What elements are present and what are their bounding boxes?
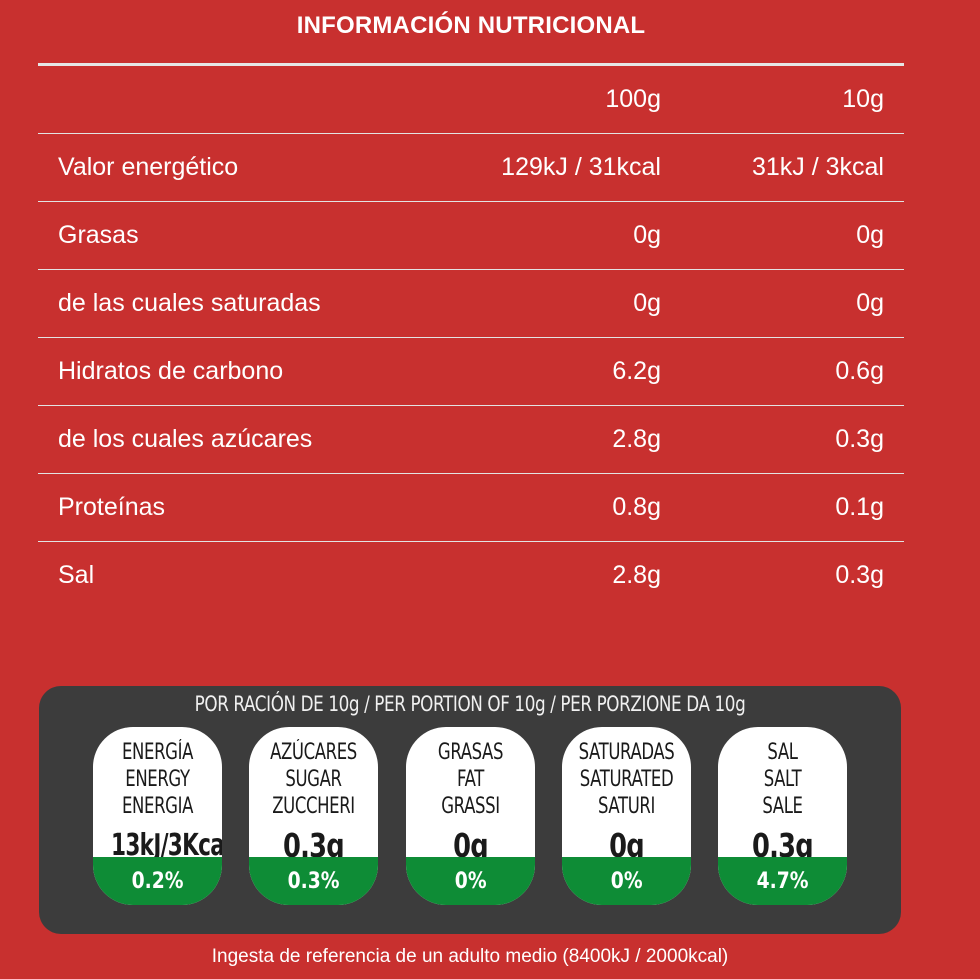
- row-per100: 0g: [633, 221, 661, 249]
- badge-line: SUGAR: [285, 767, 342, 792]
- table-row: Grasas 0g 0g: [38, 202, 904, 270]
- table-row: Proteínas 0.8g 0.1g: [38, 474, 904, 542]
- row-label: de los cuales azúcares: [58, 425, 313, 453]
- row-per100: 2.8g: [612, 425, 661, 453]
- table-row: Valor energético 129kJ / 31kcal 31kJ / 3…: [38, 134, 904, 202]
- table-row: de las cuales saturadas 0g 0g: [38, 270, 904, 338]
- badge-percent-text: 4.7%: [756, 869, 809, 894]
- row-per10: 0.1g: [835, 493, 884, 521]
- badge-name: SAL SALT SALE: [734, 739, 831, 820]
- row-per100: 2.8g: [612, 561, 661, 589]
- row-label: Hidratos de carbono: [58, 357, 284, 385]
- badge-name: ENERGÍA ENERGY ENERGIA: [109, 739, 206, 820]
- badge-percent-text: 0.3%: [287, 869, 340, 894]
- salt-badge: SAL SALT SALE 0.3g 4.7%: [718, 727, 847, 905]
- row-label: Grasas: [58, 221, 139, 249]
- badge-line: AZÚCARES: [270, 740, 357, 765]
- row-label: Proteínas: [58, 493, 166, 521]
- row-per100: 6.2g: [612, 357, 661, 385]
- badge-line: SALT: [763, 767, 802, 792]
- row-per10: 0g: [856, 221, 884, 249]
- badge-percent: 0.3%: [249, 857, 378, 905]
- table-header-row: 100g 10g: [38, 66, 904, 134]
- badge-percent: 0.2%: [93, 857, 222, 905]
- row-per100: 0.8g: [612, 493, 661, 521]
- row-label: Valor energético: [58, 153, 239, 181]
- row-per10: 0.6g: [835, 357, 884, 385]
- header-10g: 10g: [842, 85, 884, 113]
- fat-badge: GRASAS FAT GRASSI 0g 0%: [406, 727, 535, 905]
- table-row: Sal 2.8g 0.3g: [38, 542, 904, 609]
- header-100g: 100g: [605, 85, 661, 113]
- badge-name: AZÚCARES SUGAR ZUCCHERI: [265, 739, 362, 820]
- row-per10: 0.3g: [835, 425, 884, 453]
- front-of-pack-panel: POR RACIÓN DE 10g / PER PORTION OF 10g /…: [39, 686, 901, 934]
- badge-line: SALE: [762, 794, 803, 819]
- badge-percent: 0%: [562, 857, 691, 905]
- badge-percent: 4.7%: [718, 857, 847, 905]
- badge-line: SATURATED: [579, 767, 674, 792]
- saturated-badge: SATURADAS SATURATED SATURI 0g 0%: [562, 727, 691, 905]
- badge-line: ZUCCHERI: [272, 794, 355, 819]
- badge-line: SATURADAS: [578, 740, 675, 765]
- badge-line: ENERGIA: [122, 794, 193, 819]
- badge-name: SATURADAS SATURATED SATURI: [578, 739, 675, 820]
- reference-intake-note: Ingesta de referencia de un adulto medio…: [211, 946, 729, 967]
- badge-percent-text: 0.2%: [131, 869, 184, 894]
- table-row: Hidratos de carbono 6.2g 0.6g: [38, 338, 904, 406]
- nutrition-title: INFORMACIÓN NUTRICIONAL: [296, 12, 646, 39]
- row-per100: 0g: [633, 289, 661, 317]
- badge-name: GRASAS FAT GRASSI: [422, 739, 519, 820]
- row-per100: 129kJ / 31kcal: [501, 153, 661, 181]
- badge-percent: 0%: [406, 857, 535, 905]
- badge-percent-text: 0%: [610, 869, 643, 894]
- badge-line: ENERGÍA: [122, 740, 193, 765]
- row-label: Sal: [58, 561, 95, 589]
- row-per10: 0.3g: [835, 561, 884, 589]
- badge-percent-text: 0%: [454, 869, 487, 894]
- row-label: de las cuales saturadas: [58, 289, 321, 317]
- portion-heading: POR RACIÓN DE 10g / PER PORTION OF 10g /…: [194, 692, 746, 716]
- sugar-badge: AZÚCARES SUGAR ZUCCHERI 0.3g 0.3%: [249, 727, 378, 905]
- badge-line: FAT: [457, 767, 484, 792]
- nutrition-table: 100g 10g Valor energético 129kJ / 31kcal…: [38, 63, 904, 609]
- row-per10: 0g: [856, 289, 884, 317]
- badge-line: GRASAS: [437, 740, 504, 765]
- badge-line: SAL: [767, 740, 798, 765]
- energy-badge: ENERGÍA ENERGY ENERGIA 13kJ/3Kcal 0.2%: [93, 727, 222, 905]
- badge-line: GRASSI: [441, 794, 500, 819]
- badge-line: SATURI: [597, 794, 656, 819]
- table-row: de los cuales azúcares 2.8g 0.3g: [38, 406, 904, 474]
- badge-line: ENERGY: [125, 767, 190, 792]
- row-per10: 31kJ / 3kcal: [751, 153, 884, 181]
